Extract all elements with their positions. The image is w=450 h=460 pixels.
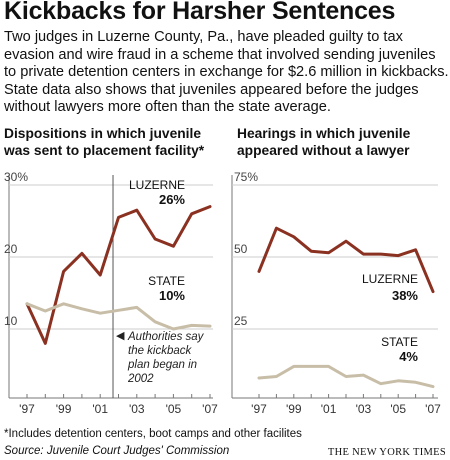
right-state-series-label: STATE: [381, 335, 418, 349]
left-annotation-text: the kickback: [128, 345, 193, 357]
source-line: Source: Juvenile Court Judges' Commissio…: [4, 445, 230, 457]
left-state-end-value: 10%: [159, 288, 185, 303]
left-annotation-text: plan began in: [127, 359, 197, 371]
right-chart-plot: 75% 50 25 '97 '99 '01 '03 '05 '07 LUZERNE 38% STATE…: [231, 170, 441, 416]
right-x-tick-label: '07: [425, 402, 441, 416]
headline: Kickbacks for Harsher Sentences: [4, 0, 396, 25]
left-x-tick-label: '07: [202, 402, 218, 416]
intro-text: Two judges in Luzerne County, Pa., have …: [4, 29, 449, 115]
right-y-tick-label: 50: [234, 242, 248, 256]
left-state-line: [25, 302, 212, 331]
credit-logo: THE NEW YORK TIMES: [327, 447, 446, 458]
left-y-tick-label: 30%: [4, 170, 28, 184]
left-y-tick-label: 20: [4, 242, 18, 256]
left-x-tick-label: '05: [166, 402, 182, 416]
right-x-tick-label: '97: [251, 402, 267, 416]
left-x-tick-label: '01: [92, 402, 108, 416]
right-luzerne-end-value: 38%: [392, 288, 418, 303]
right-x-tick-label: '05: [390, 402, 406, 416]
left-chart-plot: 30% 20 10 '97 '99 '01 '03 '05 '07 ◀ Authorities sa…: [4, 170, 218, 416]
left-x-tick-label: '99: [56, 402, 72, 416]
right-chart-title: Hearings in which juvenile appeared with…: [237, 126, 411, 158]
left-x-tick-label: '97: [19, 402, 35, 416]
right-y-tick-label: 25: [234, 314, 248, 328]
left-annotation-text: Authorities say: [127, 331, 205, 343]
footnote: *Includes detention centers, boot camps …: [4, 428, 302, 440]
left-luzerne-end-value: 26%: [159, 192, 185, 207]
left-annotation-text: 2002: [127, 373, 154, 385]
left-state-series-label: STATE: [148, 274, 185, 288]
left-y-tick-label: 10: [4, 314, 18, 328]
right-state-line: [257, 364, 435, 389]
right-x-tick-label: '01: [321, 402, 337, 416]
left-annotation-arrow: ◀: [116, 330, 125, 342]
left-chart-title: Dispositions in which juvenile was sent …: [4, 126, 205, 158]
right-y-tick-label: 75%: [234, 170, 258, 184]
right-x-tick-label: '03: [356, 402, 372, 416]
left-luzerne-series-label: LUZERNE: [129, 178, 185, 192]
left-x-tick-label: '03: [129, 402, 145, 416]
right-x-tick-label: '99: [286, 402, 302, 416]
right-luzerne-series-label: LUZERNE: [362, 272, 418, 286]
right-luzerne-line: [257, 226, 435, 294]
left-luzerne-line: [25, 205, 212, 345]
right-state-end-value: 4%: [399, 349, 418, 364]
